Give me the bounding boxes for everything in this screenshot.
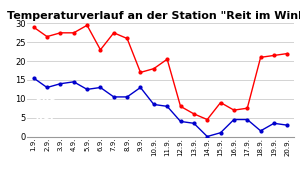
Title: Temperaturverlauf an der Station "Reit im Winkl": Temperaturverlauf an der Station "Reit i… [7, 11, 300, 21]
Text: DWD: DWD [35, 93, 56, 103]
Legend: Höchstwerte, Tiefstwerte: Höchstwerte, Tiefstwerte [85, 194, 236, 195]
